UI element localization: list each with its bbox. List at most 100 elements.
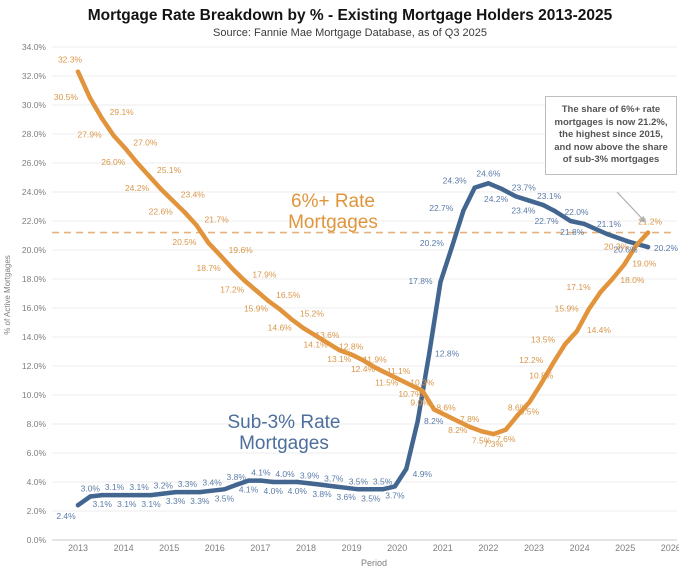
6pct-plus-marker: [610, 276, 615, 282]
svg-text:18.0%: 18.0%: [620, 275, 645, 285]
svg-text:14.6%: 14.6%: [268, 322, 293, 332]
sub-3pct-marker: [88, 494, 93, 499]
svg-text:3.1%: 3.1%: [117, 499, 137, 509]
svg-text:24.3%: 24.3%: [443, 176, 468, 186]
svg-text:21.1%: 21.1%: [597, 219, 622, 229]
svg-text:21.8%: 21.8%: [560, 227, 585, 237]
6pct-plus-marker: [420, 388, 425, 393]
svg-text:11.5%: 11.5%: [375, 377, 399, 387]
sub-3pct-marker: [209, 488, 215, 493]
svg-text:24.6%: 24.6%: [476, 168, 501, 178]
svg-text:24.2%: 24.2%: [484, 194, 509, 204]
sub-3pct-marker: [99, 492, 105, 498]
svg-text:7.5%: 7.5%: [472, 435, 492, 445]
svg-text:2017: 2017: [250, 543, 270, 553]
sub-3pct-marker: [173, 489, 178, 495]
svg-text:20.3%: 20.3%: [604, 242, 629, 252]
6pct-plus-marker: [313, 333, 318, 338]
svg-text:22.6%: 22.6%: [149, 206, 174, 216]
svg-text:8.2%: 8.2%: [424, 416, 444, 426]
sub-3pct-marker: [415, 418, 420, 424]
svg-text:2013: 2013: [68, 543, 88, 553]
6pct-plus-marker: [170, 198, 176, 203]
6pct-plus-series: [75, 69, 651, 437]
sub-3pct-marker: [499, 186, 505, 192]
sub-3pct-marker: [604, 231, 610, 237]
svg-text:20.6%: 20.6%: [613, 244, 638, 254]
svg-text:4.0%: 4.0%: [264, 486, 284, 496]
sub-3pct-marker: [343, 485, 349, 490]
svg-text:4.0%: 4.0%: [27, 477, 47, 487]
sub-3pct-marker: [438, 279, 443, 285]
sub-3pct-marker: [527, 198, 532, 203]
svg-text:20.5%: 20.5%: [172, 237, 197, 247]
6pct-plus-marker: [527, 400, 532, 405]
sub-3pct-data-labels: 2.4% 3.0% 3.1% 3.1% 3.1% 3.1% 3.1% 3.2% 3.3% 3.3%…: [56, 168, 678, 521]
sub-3pct-marker: [282, 479, 288, 485]
sub-3pct-marker: [222, 487, 227, 492]
6pct-plus-marker: [75, 69, 81, 74]
6pct-plus-marker: [574, 329, 580, 334]
svg-text:26.0%: 26.0%: [22, 158, 47, 168]
sub-3pct-marker: [392, 484, 398, 489]
6pct-plus-marker: [503, 427, 508, 432]
6pct-plus-marker: [633, 243, 639, 248]
svg-text:3.7%: 3.7%: [385, 490, 405, 500]
6pct-plus-marker: [586, 307, 591, 312]
svg-text:2024: 2024: [570, 543, 590, 553]
sub-3pct-marker: [581, 221, 587, 227]
svg-text:20.2%: 20.2%: [654, 243, 679, 253]
sub-3pct-marker: [112, 492, 117, 498]
6pct-plus-marker: [265, 298, 271, 303]
svg-text:29.1%: 29.1%: [110, 107, 135, 117]
6pct-plus-marker: [431, 407, 437, 412]
6pct-plus-marker: [408, 382, 413, 388]
svg-text:18.7%: 18.7%: [197, 263, 222, 273]
sub-3pct-marker: [258, 478, 264, 483]
6pct-plus-marker: [396, 376, 401, 382]
sub-3pct-marker: [148, 492, 154, 498]
svg-text:23.7%: 23.7%: [512, 182, 537, 192]
svg-text:24.0%: 24.0%: [22, 187, 47, 197]
svg-text:11.9%: 11.9%: [363, 354, 387, 364]
6pct-plus-marker: [539, 381, 544, 386]
svg-text:2015: 2015: [159, 543, 179, 553]
svg-text:3.6%: 3.6%: [336, 492, 356, 502]
chart-subtitle: Source: Fannie Mae Mortgage Database, as…: [213, 27, 487, 39]
svg-text:10.3%: 10.3%: [410, 378, 435, 388]
6pct-plus-marker: [277, 307, 283, 312]
svg-text:2026: 2026: [661, 543, 679, 553]
sub-3pct-marker: [461, 208, 466, 214]
6pct-plus-marker: [372, 365, 378, 370]
svg-text:3.8%: 3.8%: [227, 472, 247, 482]
6pct-plus-data-labels: 32.3% 30.5% 29.1% 27.9% 27.0% 26.0% 25.1% 24.2%…: [54, 55, 663, 449]
6pct-plus-marker: [479, 429, 484, 434]
sub-3pct-marker: [513, 194, 518, 199]
svg-text:14.0%: 14.0%: [22, 332, 47, 342]
svg-text:4.0%: 4.0%: [288, 486, 308, 496]
6pct-plus-marker: [289, 317, 295, 322]
svg-text:27.0%: 27.0%: [133, 138, 158, 148]
svg-text:4.0%: 4.0%: [275, 469, 295, 479]
svg-text:3.9%: 3.9%: [300, 470, 320, 480]
6pct-plus-marker: [467, 424, 472, 430]
6pct-plus-marker: [360, 358, 366, 363]
sub-3pct-marker: [246, 478, 251, 483]
svg-text:12.4%: 12.4%: [351, 364, 376, 374]
sub-3pct-marker: [404, 466, 409, 472]
svg-text:3.5%: 3.5%: [373, 476, 393, 486]
sub-3pct-marker: [270, 479, 276, 485]
svg-text:3.7%: 3.7%: [324, 473, 344, 483]
x-axis-label: Period: [361, 558, 387, 568]
6pct-plus-marker: [242, 278, 247, 283]
svg-text:2.0%: 2.0%: [27, 506, 47, 516]
6pct-plus-marker: [99, 115, 104, 121]
annotation-arrow: [616, 191, 646, 223]
svg-text:13.1%: 13.1%: [327, 354, 352, 364]
6pct-plus-marker: [491, 431, 496, 437]
svg-text:24.2%: 24.2%: [125, 183, 150, 193]
svg-text:3.1%: 3.1%: [105, 482, 125, 492]
6pct-plus-marker: [443, 413, 449, 418]
svg-text:3.5%: 3.5%: [215, 493, 235, 503]
svg-text:2.4%: 2.4%: [56, 511, 76, 521]
